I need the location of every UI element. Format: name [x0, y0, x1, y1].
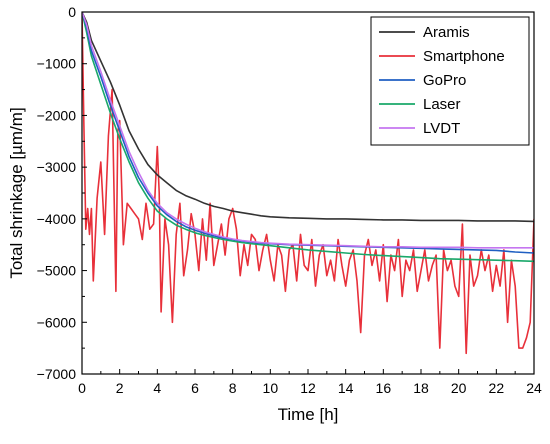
legend-label-gopro: GoPro: [423, 72, 466, 89]
x-tick-label: 2: [116, 380, 124, 396]
x-tick-label: 16: [376, 380, 392, 396]
x-axis-title: Time [h]: [278, 405, 339, 424]
x-tick-label: 0: [78, 380, 86, 396]
y-tick-label: −3000: [37, 159, 77, 175]
x-tick-label: 4: [153, 380, 161, 396]
x-tick-label: 14: [338, 380, 354, 396]
series-line-smartphone: [82, 12, 534, 355]
x-tick-label: 20: [451, 380, 467, 396]
x-tick-label: 24: [526, 380, 542, 396]
series-line-laser: [82, 12, 534, 263]
series-line-lvdt: [82, 12, 534, 249]
x-tick-label: 6: [191, 380, 199, 396]
x-tick-label: 18: [413, 380, 429, 396]
y-tick-label: −1000: [37, 56, 77, 72]
legend-label-aramis: Aramis: [423, 24, 470, 41]
y-tick-label: −7000: [37, 366, 77, 382]
y-axis: 0 −1000 −2000 −3000 −4000 −5000 −6000 −7000: [37, 4, 87, 382]
y-tick-label: 0: [68, 4, 76, 20]
series-layer: [82, 12, 534, 355]
x-tick-label: 22: [489, 380, 505, 396]
y-axis-title: Total shrinkage [µm/m]: [7, 107, 26, 278]
y-tick-label: −5000: [37, 263, 77, 279]
legend: Aramis Smartphone GoPro Laser LVDT: [370, 16, 530, 146]
y-tick-label: −2000: [37, 107, 77, 123]
legend-label-smartphone: Smartphone: [423, 48, 505, 65]
y-tick-label: −6000: [37, 314, 77, 330]
series-line-aramis: [82, 12, 534, 223]
x-tick-label: 10: [263, 380, 279, 396]
x-tick-label: 12: [300, 380, 316, 396]
legend-label-lvdt: LVDT: [423, 120, 460, 137]
x-tick-label: 8: [229, 380, 237, 396]
legend-box: [370, 16, 530, 146]
x-axis: 0 2 4 6 8 10 12 14 16 18 20 22 24: [78, 369, 542, 396]
legend-label-laser: Laser: [423, 96, 461, 113]
y-tick-label: −4000: [37, 211, 77, 227]
